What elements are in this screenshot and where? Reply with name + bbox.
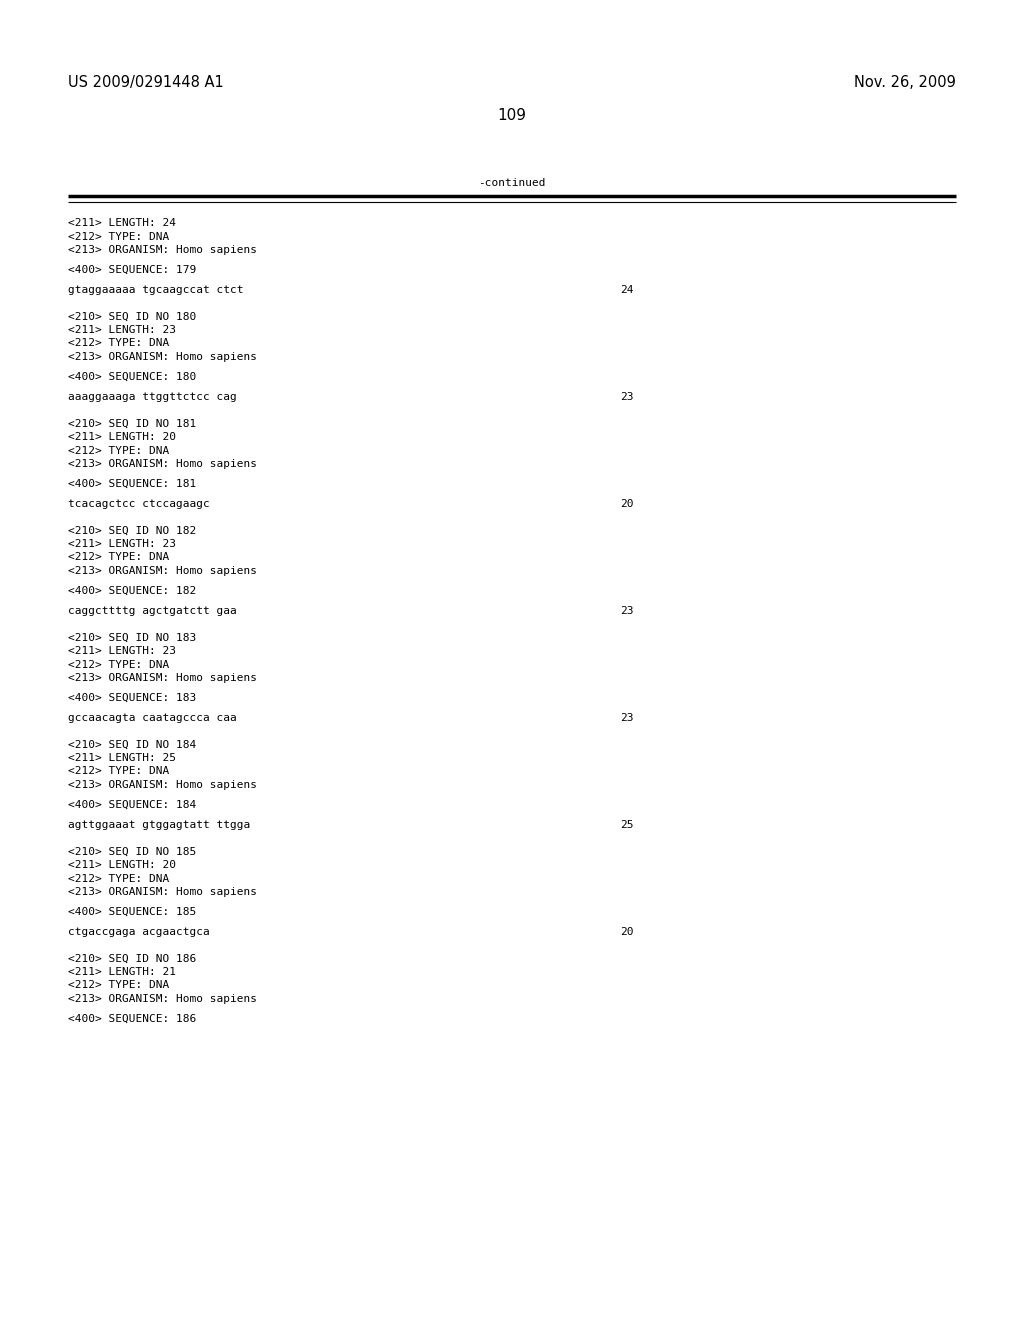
Text: <210> SEQ ID NO 181: <210> SEQ ID NO 181 xyxy=(68,418,197,429)
Text: <400> SEQUENCE: 185: <400> SEQUENCE: 185 xyxy=(68,907,197,917)
Text: <211> LENGTH: 21: <211> LENGTH: 21 xyxy=(68,968,176,977)
Text: <213> ORGANISM: Homo sapiens: <213> ORGANISM: Homo sapiens xyxy=(68,459,257,469)
Text: <211> LENGTH: 25: <211> LENGTH: 25 xyxy=(68,752,176,763)
Text: 23: 23 xyxy=(620,606,634,616)
Text: ctgaccgaga acgaactgca: ctgaccgaga acgaactgca xyxy=(68,927,210,937)
Text: <400> SEQUENCE: 186: <400> SEQUENCE: 186 xyxy=(68,1014,197,1024)
Text: <211> LENGTH: 20: <211> LENGTH: 20 xyxy=(68,432,176,442)
Text: gtaggaaaaa tgcaagccat ctct: gtaggaaaaa tgcaagccat ctct xyxy=(68,285,244,294)
Text: <211> LENGTH: 23: <211> LENGTH: 23 xyxy=(68,539,176,549)
Text: 24: 24 xyxy=(620,285,634,294)
Text: <210> SEQ ID NO 182: <210> SEQ ID NO 182 xyxy=(68,525,197,536)
Text: <213> ORGANISM: Homo sapiens: <213> ORGANISM: Homo sapiens xyxy=(68,887,257,898)
Text: <210> SEQ ID NO 184: <210> SEQ ID NO 184 xyxy=(68,739,197,750)
Text: <212> TYPE: DNA: <212> TYPE: DNA xyxy=(68,767,169,776)
Text: agttggaaat gtggagtatt ttgga: agttggaaat gtggagtatt ttgga xyxy=(68,820,250,830)
Text: <400> SEQUENCE: 181: <400> SEQUENCE: 181 xyxy=(68,479,197,488)
Text: <400> SEQUENCE: 179: <400> SEQUENCE: 179 xyxy=(68,265,197,275)
Text: <212> TYPE: DNA: <212> TYPE: DNA xyxy=(68,338,169,348)
Text: <212> TYPE: DNA: <212> TYPE: DNA xyxy=(68,446,169,455)
Text: <213> ORGANISM: Homo sapiens: <213> ORGANISM: Homo sapiens xyxy=(68,246,257,255)
Text: 23: 23 xyxy=(620,392,634,403)
Text: <212> TYPE: DNA: <212> TYPE: DNA xyxy=(68,660,169,669)
Text: <400> SEQUENCE: 182: <400> SEQUENCE: 182 xyxy=(68,586,197,597)
Text: <400> SEQUENCE: 183: <400> SEQUENCE: 183 xyxy=(68,693,197,704)
Text: -continued: -continued xyxy=(478,178,546,187)
Text: <400> SEQUENCE: 184: <400> SEQUENCE: 184 xyxy=(68,800,197,810)
Text: <211> LENGTH: 24: <211> LENGTH: 24 xyxy=(68,218,176,228)
Text: 25: 25 xyxy=(620,820,634,830)
Text: tcacagctcc ctccagaagc: tcacagctcc ctccagaagc xyxy=(68,499,210,510)
Text: 23: 23 xyxy=(620,713,634,723)
Text: <212> TYPE: DNA: <212> TYPE: DNA xyxy=(68,231,169,242)
Text: 109: 109 xyxy=(498,108,526,123)
Text: <212> TYPE: DNA: <212> TYPE: DNA xyxy=(68,553,169,562)
Text: aaaggaaaga ttggttctcc cag: aaaggaaaga ttggttctcc cag xyxy=(68,392,237,403)
Text: <213> ORGANISM: Homo sapiens: <213> ORGANISM: Homo sapiens xyxy=(68,566,257,576)
Text: <211> LENGTH: 20: <211> LENGTH: 20 xyxy=(68,861,176,870)
Text: <210> SEQ ID NO 185: <210> SEQ ID NO 185 xyxy=(68,846,197,857)
Text: <210> SEQ ID NO 180: <210> SEQ ID NO 180 xyxy=(68,312,197,322)
Text: <212> TYPE: DNA: <212> TYPE: DNA xyxy=(68,981,169,990)
Text: <210> SEQ ID NO 186: <210> SEQ ID NO 186 xyxy=(68,953,197,964)
Text: <211> LENGTH: 23: <211> LENGTH: 23 xyxy=(68,325,176,335)
Text: <400> SEQUENCE: 180: <400> SEQUENCE: 180 xyxy=(68,372,197,381)
Text: US 2009/0291448 A1: US 2009/0291448 A1 xyxy=(68,75,224,90)
Text: <210> SEQ ID NO 183: <210> SEQ ID NO 183 xyxy=(68,632,197,643)
Text: <213> ORGANISM: Homo sapiens: <213> ORGANISM: Homo sapiens xyxy=(68,994,257,1005)
Text: gccaacagta caatagccca caa: gccaacagta caatagccca caa xyxy=(68,713,237,723)
Text: 20: 20 xyxy=(620,927,634,937)
Text: 20: 20 xyxy=(620,499,634,510)
Text: <213> ORGANISM: Homo sapiens: <213> ORGANISM: Homo sapiens xyxy=(68,780,257,789)
Text: <213> ORGANISM: Homo sapiens: <213> ORGANISM: Homo sapiens xyxy=(68,673,257,682)
Text: Nov. 26, 2009: Nov. 26, 2009 xyxy=(854,75,956,90)
Text: <211> LENGTH: 23: <211> LENGTH: 23 xyxy=(68,645,176,656)
Text: <212> TYPE: DNA: <212> TYPE: DNA xyxy=(68,874,169,883)
Text: caggcttttg agctgatctt gaa: caggcttttg agctgatctt gaa xyxy=(68,606,237,616)
Text: <213> ORGANISM: Homo sapiens: <213> ORGANISM: Homo sapiens xyxy=(68,352,257,362)
